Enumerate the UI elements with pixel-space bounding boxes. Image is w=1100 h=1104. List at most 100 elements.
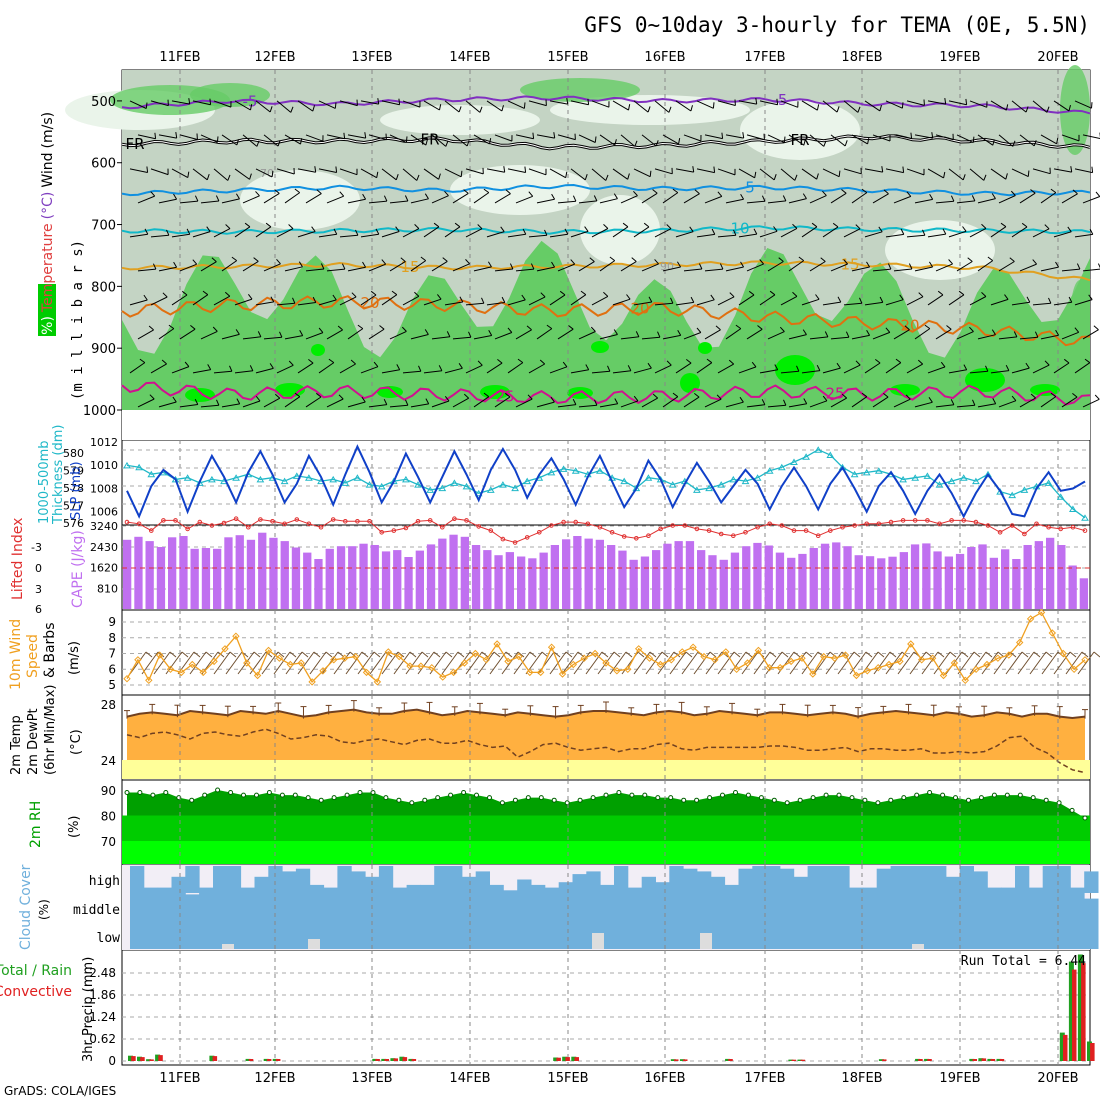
cape-bar xyxy=(191,549,199,609)
cloud-cell-high xyxy=(268,866,282,893)
wind-barb-flag xyxy=(155,133,156,139)
thickness-ylabel: 1000-500mbThickness (dm) xyxy=(37,425,66,525)
rh-marker xyxy=(552,798,556,802)
cloud-cell-low xyxy=(808,921,822,949)
cape-bar xyxy=(348,546,356,609)
rh-marker xyxy=(500,801,504,805)
cape-bar xyxy=(888,557,896,609)
cloud-cell-high xyxy=(960,866,974,893)
rh-marker xyxy=(682,798,686,802)
rh-marker xyxy=(967,798,971,802)
cape-ylabel: CAPE (J/kg) xyxy=(70,530,86,608)
cloud-cell-high xyxy=(337,866,351,893)
cloud-cell-middle xyxy=(891,893,905,921)
cape-bar xyxy=(911,544,919,609)
ylabel-line: 1000-500mb xyxy=(37,440,52,524)
cape-bar xyxy=(641,557,649,610)
cape-bar xyxy=(630,560,638,609)
pressure-tick-label: 700 xyxy=(91,219,116,234)
top-date-label: 14FEB xyxy=(449,50,490,65)
cloud-row-label: high xyxy=(89,874,120,889)
precip-convective-bar xyxy=(158,1055,163,1061)
precip-convective-bar xyxy=(213,1056,218,1061)
contour-label: 25 xyxy=(825,384,844,402)
rh-marker xyxy=(423,798,427,802)
precip-convective-bar xyxy=(683,1059,688,1061)
cloud-cell-middle xyxy=(932,893,946,921)
wind-barb-flag xyxy=(595,137,596,143)
cloud-cell-low xyxy=(821,921,835,949)
rh-marker xyxy=(1005,793,1009,797)
wind-barb-flag xyxy=(335,103,336,109)
cloud-cell-middle xyxy=(559,893,573,921)
rh-marker xyxy=(138,791,142,795)
temp-unit-label: (°C) xyxy=(69,729,84,755)
cloud-cell-middle xyxy=(531,893,545,921)
cloud-cell-middle xyxy=(351,893,365,921)
cape-bar xyxy=(236,535,244,609)
cloud-cell-low xyxy=(987,921,1001,949)
cloud-cell-middle xyxy=(739,893,753,921)
cape-bar xyxy=(900,552,908,609)
cloud-cell-high xyxy=(407,885,421,893)
bottom-date-label: 17FEB xyxy=(744,1071,785,1086)
upper-air-ylabel: RH (%)Temperature(°C)Wind(m/s) xyxy=(40,112,56,365)
cape-bar xyxy=(427,544,435,609)
precip-convective-bar xyxy=(1090,1043,1095,1061)
precip-tick-label: 0 xyxy=(108,1054,116,1068)
cape-bar xyxy=(776,553,784,609)
cape-bar xyxy=(652,550,660,609)
rh-marker xyxy=(721,793,725,797)
cloud-cell-low xyxy=(1029,921,1043,949)
wind-barb-flag xyxy=(903,167,904,173)
rh-marker xyxy=(772,798,776,802)
precip-total-label: Total / Rain xyxy=(0,963,72,979)
precip-convective-bar xyxy=(131,1056,136,1061)
cloud-ylabel: Cloud Cover xyxy=(18,864,34,950)
cloud-cell-high xyxy=(379,866,393,893)
cape-bar xyxy=(461,537,469,609)
cloud-cell-low xyxy=(172,921,186,949)
cloud-cell-high xyxy=(1043,866,1057,893)
bottom-date-label: 15FEB xyxy=(547,1071,588,1086)
cloud-cell-low xyxy=(559,921,573,949)
precip-convective-bar xyxy=(267,1059,272,1061)
wind-tick-label: 9 xyxy=(108,615,116,629)
bottom-date-label: 11FEB xyxy=(159,1071,200,1086)
cloud-cell-middle xyxy=(310,893,324,921)
cloud-cell-low xyxy=(642,921,656,949)
ylabel-line: 2m Temp xyxy=(9,715,24,775)
cape-bar xyxy=(1001,549,1009,609)
top-date-label: 12FEB xyxy=(254,50,295,65)
cloud-cell-middle xyxy=(794,893,808,921)
cloud-cell-high xyxy=(434,866,448,893)
cloud-cell-high xyxy=(1029,888,1043,893)
cape-bar xyxy=(990,558,998,609)
cape-bar xyxy=(978,544,986,609)
wind-barb-flag xyxy=(399,99,400,105)
cloud-cell-middle xyxy=(780,893,794,921)
cloud-cell-low xyxy=(268,921,282,949)
cape-bar xyxy=(292,548,300,610)
cloud-cell-middle xyxy=(656,893,670,921)
cape-bar xyxy=(821,544,829,609)
precip-convective-bar xyxy=(1063,1035,1068,1061)
cape-bar xyxy=(832,542,840,609)
cloud-cell-high xyxy=(213,866,227,893)
cape-bar xyxy=(686,541,694,609)
precip-convective-bar xyxy=(927,1059,932,1061)
cape-bar xyxy=(1069,566,1077,610)
rh-band-low xyxy=(122,841,1090,864)
cloud-cell-middle xyxy=(420,893,434,921)
cloud-cell-low xyxy=(1015,921,1029,949)
ylabel-line: 10m Wind xyxy=(8,619,24,690)
cloud-cell-high xyxy=(1057,866,1071,893)
cloud-cell-middle xyxy=(711,893,725,921)
rh-marker xyxy=(656,796,660,800)
cloud-cell-high xyxy=(918,866,932,893)
bottom-date-label: 19FEB xyxy=(939,1071,980,1086)
rh-marker xyxy=(1070,808,1074,812)
rh-marker xyxy=(798,798,802,802)
cloud-cell-middle xyxy=(1070,893,1084,921)
